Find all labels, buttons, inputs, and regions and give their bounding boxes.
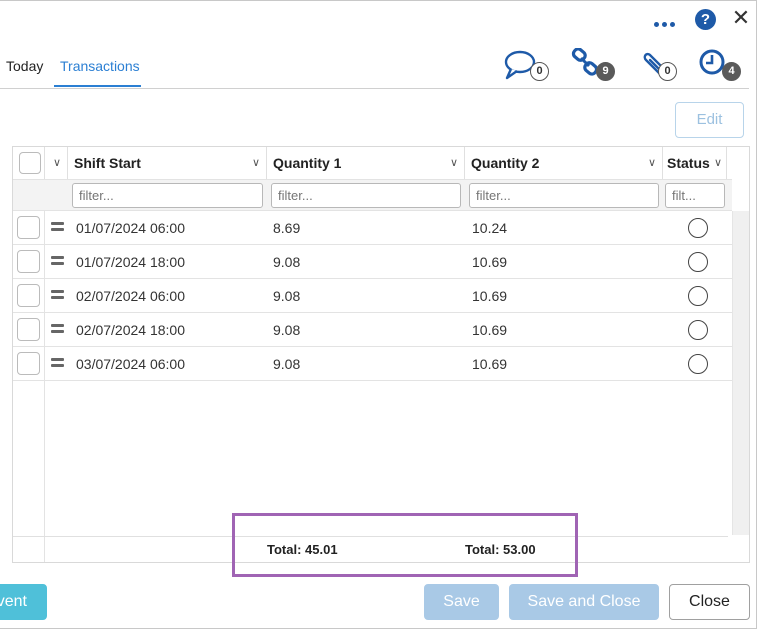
transactions-grid: ∨ Shift Start ∨ Quantity 1 ∨ Quantity 2 …: [12, 146, 750, 563]
column-header-shift-start[interactable]: Shift Start ∨: [68, 147, 267, 179]
quantity-2-cell: 10.69: [472, 288, 508, 304]
totals-highlight-box: [232, 513, 578, 577]
help-icon[interactable]: ?: [695, 9, 716, 30]
shift-start-cell: 02/07/2024 18:00: [76, 322, 185, 338]
quantity-2-total: Total: 53.00: [465, 542, 536, 557]
chevron-down-icon[interactable]: ∨: [647, 157, 656, 169]
quantity-1-total: Total: 45.01: [267, 542, 338, 557]
table-row[interactable]: 03/07/2024 06:00 9.08 10.69: [13, 347, 732, 381]
history-button[interactable]: 4: [699, 48, 749, 84]
drag-handle-icon[interactable]: [51, 290, 64, 302]
history-count-badge: 4: [722, 62, 741, 81]
close-icon[interactable]: ✕: [731, 5, 751, 30]
save-button[interactable]: Save: [424, 584, 499, 620]
drag-handle-icon[interactable]: [51, 256, 64, 268]
column-title: Quantity 2: [471, 155, 540, 171]
link-icon: [571, 48, 599, 76]
quantity-1-cell: 9.08: [273, 356, 301, 372]
column-title: Shift Start: [74, 155, 141, 171]
event-button[interactable]: vent: [0, 584, 47, 620]
drag-handle-icon[interactable]: [51, 222, 64, 234]
active-tab-indicator: [54, 85, 141, 87]
status-circle-icon[interactable]: [688, 252, 708, 272]
quantity-1-filter[interactable]: [271, 183, 461, 208]
drag-handle-icon[interactable]: [51, 358, 64, 370]
table-row[interactable]: 01/07/2024 18:00 9.08 10.69: [13, 245, 732, 279]
comment-count-badge: 0: [530, 62, 549, 81]
more-options-icon[interactable]: [654, 15, 676, 29]
clock-icon: [699, 49, 725, 75]
row-checkbox[interactable]: [17, 284, 40, 307]
column-header-status[interactable]: Status ∨: [663, 147, 727, 179]
quantity-1-cell: 9.08: [273, 254, 301, 270]
tab-divider: [0, 88, 749, 89]
quantity-2-cell: 10.24: [472, 220, 508, 236]
comment-icon: [504, 50, 536, 80]
table-row[interactable]: 01/07/2024 06:00 8.69 10.24: [13, 211, 732, 245]
edit-button[interactable]: Edit: [675, 102, 744, 138]
row-checkbox[interactable]: [17, 250, 40, 273]
status-circle-icon[interactable]: [688, 320, 708, 340]
save-and-close-button[interactable]: Save and Close: [509, 584, 659, 620]
row-checkbox[interactable]: [17, 216, 40, 239]
link-count-badge: 9: [596, 62, 615, 81]
totals-row: Total: 45.01 Total: 53.00: [13, 536, 728, 562]
column-header-quantity-1[interactable]: Quantity 1 ∨: [267, 147, 465, 179]
chevron-down-icon[interactable]: ∨: [713, 157, 722, 169]
status-circle-icon[interactable]: [688, 286, 708, 306]
column-header-quantity-2[interactable]: Quantity 2 ∨: [465, 147, 663, 179]
table-row[interactable]: 02/07/2024 18:00 9.08 10.69: [13, 313, 732, 347]
shift-start-filter[interactable]: [72, 183, 263, 208]
tab-today[interactable]: Today: [6, 58, 44, 74]
select-all-checkbox[interactable]: [19, 152, 41, 174]
column-divider: [44, 211, 45, 562]
status-circle-icon[interactable]: [688, 218, 708, 238]
row-checkbox[interactable]: [17, 318, 40, 341]
chevron-down-icon[interactable]: ∨: [449, 157, 458, 169]
quantity-2-cell: 10.69: [472, 254, 508, 270]
chevron-down-icon[interactable]: ∨: [251, 157, 260, 169]
table-row[interactable]: 02/07/2024 06:00 9.08 10.69: [13, 279, 732, 313]
comments-button[interactable]: 0: [503, 48, 553, 84]
attachments-button[interactable]: 0: [638, 48, 688, 84]
drag-handle-icon[interactable]: [51, 324, 64, 336]
row-menu-header[interactable]: ∨: [45, 147, 68, 179]
shift-start-cell: 01/07/2024 06:00: [76, 220, 185, 236]
quantity-1-cell: 8.69: [273, 220, 301, 236]
quantity-1-cell: 9.08: [273, 288, 301, 304]
quantity-2-cell: 10.69: [472, 322, 508, 338]
shift-start-cell: 03/07/2024 06:00: [76, 356, 185, 372]
select-all-header: [13, 147, 45, 179]
column-title: Status: [667, 155, 710, 171]
column-title: Quantity 1: [273, 155, 342, 171]
status-filter[interactable]: [665, 183, 725, 208]
status-circle-icon[interactable]: [688, 354, 708, 374]
tab-transactions[interactable]: Transactions: [60, 58, 140, 74]
close-button[interactable]: Close: [669, 584, 750, 620]
quantity-2-filter[interactable]: [469, 183, 659, 208]
links-button[interactable]: 9: [571, 48, 621, 84]
row-checkbox[interactable]: [17, 352, 40, 375]
attachment-count-badge: 0: [658, 62, 677, 81]
vertical-scrollbar[interactable]: [732, 211, 749, 535]
filter-row: [13, 179, 732, 211]
shift-start-cell: 02/07/2024 06:00: [76, 288, 185, 304]
quantity-1-cell: 9.08: [273, 322, 301, 338]
quantity-2-cell: 10.69: [472, 356, 508, 372]
chevron-down-icon: ∨: [52, 157, 61, 169]
shift-start-cell: 01/07/2024 18:00: [76, 254, 185, 270]
